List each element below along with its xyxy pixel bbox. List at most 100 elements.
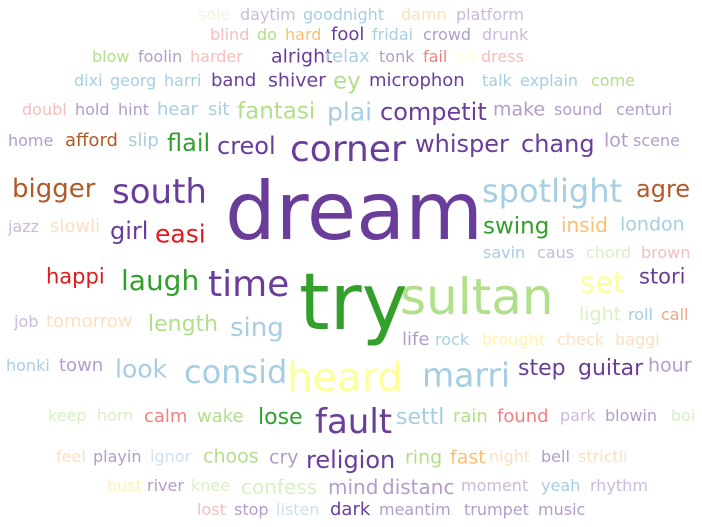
cloud-word-rain: rain	[453, 406, 488, 427]
cloud-word-trumpet: trumpet	[464, 500, 529, 519]
cloud-word-found: found	[497, 406, 549, 427]
cloud-word-fast: fast	[450, 446, 486, 469]
cloud-word-easi: easi	[155, 219, 206, 249]
cloud-word-job: job	[14, 312, 39, 331]
cloud-word-doubl: doubl	[22, 100, 67, 119]
cloud-word-microphon: microphon	[369, 70, 465, 91]
cloud-word-heard: heard	[287, 355, 403, 401]
cloud-word-do: do	[257, 25, 277, 44]
cloud-word-guitar: guitar	[578, 356, 644, 381]
cloud-word-chang: chang	[521, 130, 595, 158]
cloud-word-set: set	[580, 265, 625, 300]
cloud-word-music: music	[538, 500, 586, 519]
cloud-word-dress: dress	[481, 47, 524, 66]
cloud-word-confess: confess	[241, 475, 318, 499]
cloud-word-length: length	[148, 312, 219, 337]
cloud-word-knee: knee	[191, 476, 231, 495]
cloud-word-meantim: meantim	[379, 500, 451, 519]
cloud-word-make: make	[493, 98, 546, 121]
cloud-word-step: step	[518, 356, 566, 381]
cloud-word-look: look	[115, 354, 168, 384]
cloud-word-ring: ring	[405, 446, 443, 469]
cloud-word-dixi: dixi	[74, 71, 103, 90]
cloud-word-corner: corner	[290, 129, 406, 170]
cloud-word-swing: swing	[483, 213, 550, 240]
cloud-word-try: try	[299, 258, 408, 348]
cloud-word-lose: lose	[258, 405, 303, 430]
cloud-word-night: night	[489, 447, 531, 466]
cloud-word-slowli: slowli	[50, 216, 101, 237]
cloud-word-shiver: shiver	[268, 69, 326, 92]
cloud-word-afford: afford	[65, 130, 118, 151]
cloud-word-alright: alright	[271, 45, 333, 68]
cloud-word-time: time	[208, 264, 290, 305]
cloud-word-roll: roll	[628, 305, 653, 324]
cloud-word-choos: choos	[203, 445, 259, 468]
cloud-word-chord: chord	[586, 243, 632, 262]
cloud-word-lost: lost	[197, 500, 226, 519]
cloud-word-tonk: tonk	[379, 47, 415, 66]
cloud-word-rhythm: rhythm	[590, 476, 648, 495]
cloud-word-rock: rock	[435, 330, 470, 349]
cloud-word-plai: plai	[327, 97, 373, 127]
cloud-word-hint: hint	[118, 100, 149, 119]
cloud-word-hold: hold	[75, 100, 110, 119]
cloud-word-happi: happi	[46, 264, 105, 289]
cloud-word-mind: mind	[328, 475, 379, 499]
cloud-word-hard: hard	[285, 25, 322, 44]
cloud-word-sit: sit	[457, 47, 477, 66]
cloud-word-harder: harder	[190, 47, 243, 66]
cloud-word-brown: brown	[641, 243, 691, 262]
cloud-word-fail: fail	[423, 47, 448, 66]
cloud-word-brought: brought	[482, 330, 545, 349]
cloud-word-sing: sing	[230, 313, 284, 343]
cloud-word-yeah: yeah	[541, 476, 581, 495]
cloud-word-stop: stop	[234, 500, 269, 519]
cloud-word-slip: slip	[128, 130, 159, 151]
cloud-word-drunk: drunk	[482, 25, 529, 44]
cloud-word-consid: consid	[184, 353, 288, 391]
cloud-word-creol: creol	[217, 132, 276, 160]
cloud-word-blow: blow	[92, 47, 130, 66]
cloud-word-dark: dark	[330, 499, 371, 520]
cloud-word-call: call	[661, 305, 689, 324]
cloud-word-goodnight: goodnight	[303, 5, 385, 24]
cloud-word-insid: insid	[561, 213, 608, 237]
cloud-word-jazz: jazz	[8, 217, 40, 236]
cloud-word-ey: ey	[333, 68, 361, 95]
cloud-word-talk: talk	[482, 71, 512, 90]
cloud-word-daytim: daytim	[240, 5, 296, 24]
cloud-word-cry: cry	[269, 446, 299, 469]
cloud-word-band: band	[211, 70, 257, 91]
cloud-word-hear: hear	[157, 99, 198, 120]
cloud-word-park: park	[560, 406, 596, 425]
cloud-word-fantasi: fantasi	[237, 98, 316, 125]
cloud-word-sit: sit	[208, 99, 230, 120]
cloud-word-fool: fool	[331, 24, 365, 45]
cloud-word-light: light	[579, 303, 622, 326]
cloud-word-foolin: foolin	[138, 47, 183, 66]
cloud-word-spotlight: spotlight	[482, 172, 623, 210]
cloud-word-harri: harri	[164, 71, 202, 90]
cloud-word-town: town	[59, 355, 104, 376]
cloud-word-flail: flail	[167, 129, 211, 157]
cloud-word-crowd: crowd	[423, 25, 472, 44]
cloud-word-listen: listen	[276, 500, 320, 519]
cloud-word-distanc: distanc	[382, 475, 455, 499]
cloud-word-bigger: bigger	[12, 174, 96, 204]
cloud-word-religion: religion	[306, 446, 396, 474]
cloud-word-wake: wake	[197, 406, 244, 427]
cloud-word-river: river	[147, 476, 184, 495]
cloud-word-strictli: strictli	[578, 447, 628, 466]
cloud-word-sound: sound	[554, 100, 603, 119]
cloud-word-laugh: laugh	[121, 264, 200, 297]
cloud-word-hour: hour	[648, 354, 692, 377]
cloud-word-marri: marri	[422, 355, 511, 395]
cloud-word-honki: honki	[6, 356, 50, 375]
cloud-word-sole: sole	[198, 5, 231, 24]
cloud-word-come: come	[591, 71, 636, 90]
cloud-word-dream: dream	[225, 165, 484, 258]
cloud-word-calm: calm	[144, 406, 188, 427]
cloud-word-damn: damn	[401, 5, 447, 24]
